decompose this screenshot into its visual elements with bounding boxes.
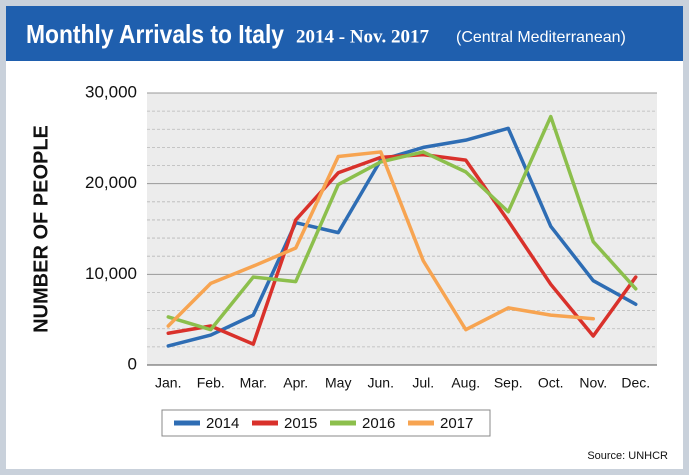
legend-box (161, 409, 491, 437)
line-series (166, 150, 595, 332)
x-tick-label: Aug. (451, 375, 480, 391)
y-tick-label: 30,000 (85, 82, 137, 101)
header (6, 6, 683, 61)
legend-label: 2016 (362, 415, 395, 432)
legend-label: 2015 (284, 415, 317, 432)
x-tick-label: Feb. (197, 375, 225, 391)
x-tick-label: Jan. (155, 375, 181, 391)
legend-label: 2017 (440, 415, 473, 432)
x-tick-label: Jun. (368, 375, 394, 391)
y-tick-label: 0 (128, 354, 137, 373)
x-tick-label: May (325, 375, 351, 391)
legend-label: 2014 (206, 415, 239, 432)
plot-area (147, 93, 657, 365)
source: Source: UNHCR (587, 450, 668, 462)
y-tick-label: 10,000 (85, 264, 137, 283)
chart-subtitle: 2014 - Nov. 2017 (296, 26, 430, 47)
x-tick-label: Jul. (412, 375, 434, 391)
line-series (166, 126, 638, 348)
x-tick-label: Mar. (240, 375, 267, 391)
x-tick-label: Dec. (621, 375, 650, 391)
x-tick-label: Sep. (494, 375, 523, 391)
x-tick-label: Nov. (579, 375, 607, 391)
y-tick-label: 20,000 (85, 173, 137, 192)
chart-title: Monthly Arrivals to Italy (26, 19, 284, 49)
y-axis-label: NUMBER OF PEOPLE (30, 125, 52, 333)
x-tick-label: Oct. (538, 375, 564, 391)
chart-subtitle-note: (Central Mediterranean) (456, 29, 626, 46)
line-series (166, 114, 638, 332)
x-tick-label: Apr. (283, 375, 308, 391)
